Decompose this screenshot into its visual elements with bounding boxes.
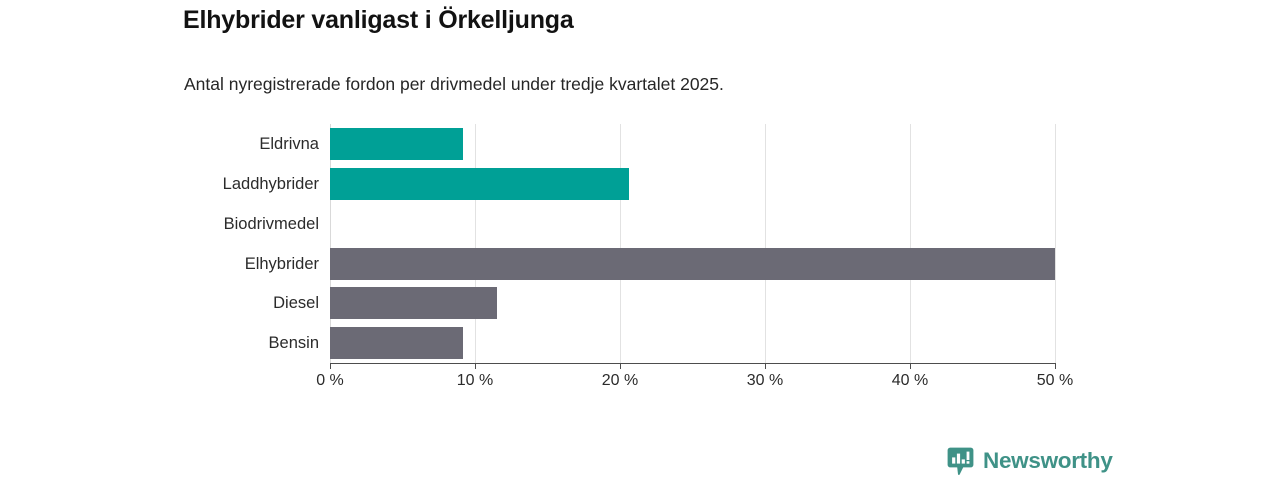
bar-row[interactable]: Bensin [269,323,1055,363]
x-axis-tick-label: 20 % [601,372,639,389]
bar-row[interactable]: Laddhybrider [223,164,1055,204]
x-axis-tick-label: 40 % [891,372,929,389]
gridline [1055,124,1056,363]
y-axis-label: Elhybrider [244,254,319,273]
bar[interactable] [330,167,629,200]
bar[interactable] [330,287,497,320]
bar-series: Eldrivna Laddhybrider Biodrivmedel Elhybrid… [223,124,1055,363]
y-axis-label: Diesel [273,294,319,313]
x-axis-tick-label: 50 % [1036,372,1074,389]
x-axis-tick [1055,363,1056,369]
newsworthy-logo-text: Newsworthy [983,448,1113,474]
x-axis-tick [475,363,476,369]
newsworthy-logo: Newsworthy [947,447,1113,476]
bar-row[interactable]: Elhybrider [245,244,1055,284]
y-axis-label: Biodrivmedel [223,214,319,233]
x-axis-tick [765,363,766,369]
page-title: Elhybrider vanligast i Örkelljunga [183,6,574,34]
bar-row[interactable]: Diesel [273,283,1055,323]
x-axis-tick-label: 0 % [316,372,344,389]
bar-row[interactable]: Eldrivna [259,124,1055,164]
x-axis-tick [330,363,331,369]
y-axis-label: Bensin [268,334,319,353]
bar[interactable] [330,327,464,360]
newsworthy-speech-bubble-chart-icon [947,447,974,475]
x-axis-tick [620,363,621,369]
x-axis-tick-label: 10 % [456,372,494,389]
x-axis-line [330,363,1056,364]
y-axis-label: Eldrivna [259,135,319,153]
x-axis-tick [910,363,911,369]
y-axis-label: Laddhybrider [222,174,319,193]
bar[interactable] [330,128,464,160]
plot-area: Eldrivna Laddhybrider Biodrivmedel Elhybrid… [223,124,1056,363]
chart-subtitle: Antal nyregistrerade fordon per drivmede… [184,74,724,94]
bar[interactable] [330,247,1055,280]
bar-row[interactable]: Biodrivmedel [224,204,1055,244]
x-axis-tick-label: 30 % [746,372,784,389]
